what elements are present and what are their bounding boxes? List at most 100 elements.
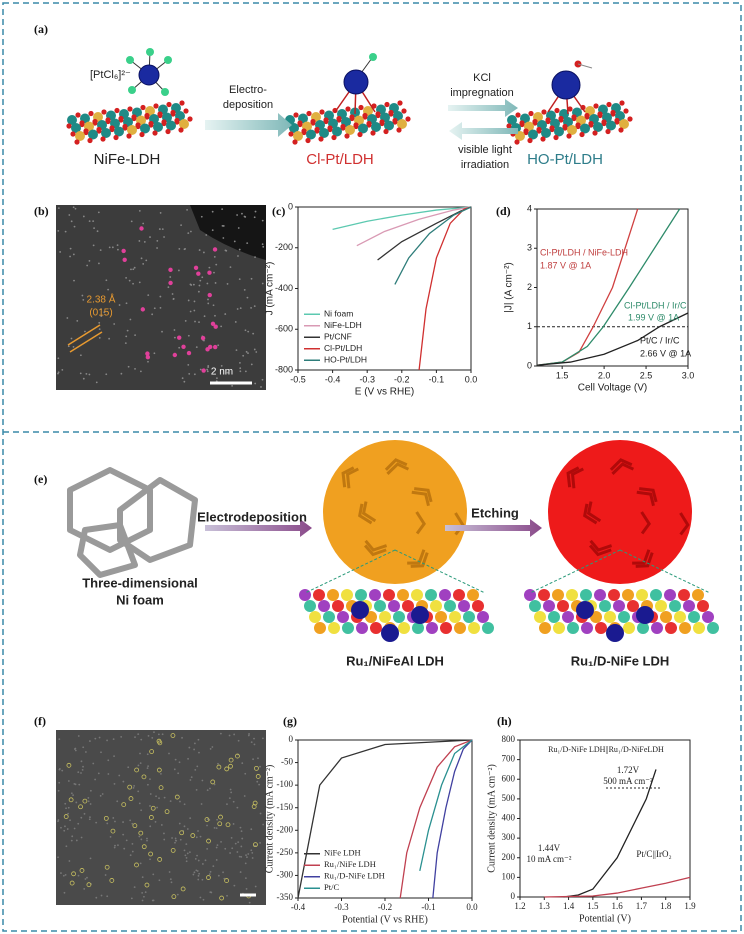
y-tick-label: 800 [502, 734, 516, 744]
ru-atom [636, 606, 654, 624]
lattice-dot [89, 816, 91, 818]
atom [70, 131, 76, 137]
lattice-dot [224, 313, 227, 315]
substrate-label: Ni foam [116, 592, 164, 607]
atom [597, 111, 603, 117]
x-tick-label: -0.3 [334, 902, 349, 912]
atom [553, 134, 559, 141]
lattice-dot [133, 785, 136, 787]
chart: -0.5 -0.4 -0.3 -0.2 -0.1 0.0 -800 -600 -400 -200 0… [265, 201, 478, 397]
lattice-atom [454, 622, 466, 634]
lattice-dot [92, 244, 95, 247]
pt-dot [168, 267, 173, 273]
lattice-dot [71, 835, 74, 838]
lattice-atom [327, 589, 339, 601]
lattice-dot [230, 836, 233, 839]
lattice-dot [220, 325, 223, 328]
lattice-dot [233, 240, 236, 243]
lattice-dot [178, 247, 181, 250]
atom [114, 107, 120, 114]
precursor-label: [PtCl₆]²⁻ [90, 69, 131, 81]
atom [127, 125, 137, 135]
atom [358, 123, 368, 134]
lattice-dot [213, 255, 216, 258]
legend-label: NiFe LDH [324, 848, 361, 858]
lattice-dot [61, 369, 64, 371]
y-tick-label: 300 [502, 832, 516, 842]
foam [548, 440, 692, 584]
atom [288, 131, 294, 137]
micrograph [56, 730, 266, 905]
lattice-dot [69, 255, 71, 258]
lattice-dot [82, 215, 85, 218]
ru-dot [150, 805, 156, 811]
lattice-dot [57, 372, 59, 375]
lattice-dot [247, 352, 249, 355]
lattice-dot [72, 206, 75, 209]
foam-strut [345, 467, 359, 489]
lattice-dot [179, 800, 181, 803]
lattice-dot [113, 755, 115, 758]
series-line [419, 739, 473, 872]
lattice-dot [59, 251, 62, 253]
lattice-dot [261, 282, 264, 285]
lattice-dot [72, 794, 74, 797]
lattice-dot [177, 772, 180, 775]
lattice-dot [201, 276, 204, 279]
y-axis-label: J (mA cm⁻²) [265, 262, 276, 316]
lattice-dot [206, 824, 208, 827]
lattice-dot [83, 888, 86, 890]
ru-dot [224, 878, 230, 883]
ru-dot [148, 851, 154, 857]
atom [135, 122, 141, 128]
lattice-atom [472, 600, 484, 612]
foam-strut [411, 490, 430, 507]
ru-dot [110, 828, 116, 834]
lattice-dot [77, 874, 80, 877]
x-tick-label: 1.5 [556, 370, 569, 380]
foam-cell [67, 467, 153, 553]
lattice-dot [215, 263, 218, 266]
lattice-dot [237, 739, 240, 742]
lattice-dot [80, 836, 83, 839]
ru-dot [164, 809, 170, 815]
atom [379, 119, 385, 125]
atom [527, 137, 533, 144]
ru-dot [127, 784, 133, 790]
panel-label: (d) [496, 204, 511, 218]
micrograph-labels: 2.38 Å (015) 2 nm [87, 293, 234, 378]
atom [83, 128, 89, 134]
lattice-dot [98, 328, 101, 331]
foam-strut [386, 462, 410, 475]
atom [140, 123, 150, 134]
lattice-dot [109, 836, 112, 838]
lattice-atom [707, 622, 719, 634]
lattice-dot [206, 370, 209, 373]
lattice-dot [122, 833, 125, 836]
step-label: Etching [471, 505, 519, 520]
ru-atom [411, 606, 429, 624]
lattice-dot [141, 899, 144, 902]
lattice-dot [234, 842, 237, 845]
lattice-dot [167, 286, 170, 289]
scale-label: 2 nm [211, 367, 233, 378]
lattice-dot [101, 793, 104, 795]
lattice-dot [97, 211, 100, 214]
lattice-dot [149, 793, 152, 795]
ru-dot [251, 804, 257, 809]
lattice-dot [147, 783, 149, 786]
product-label: Ru₁/D-NiFe LDH [571, 653, 670, 668]
lattice-dot [254, 210, 257, 213]
atom [601, 119, 607, 125]
lattice-dot [153, 307, 156, 310]
lattice-dot [170, 881, 173, 884]
atom [327, 125, 333, 131]
lattice-dot [156, 247, 158, 249]
lattice-dot [251, 851, 254, 854]
lattice-dot [73, 827, 76, 830]
lattice-dot [174, 837, 177, 840]
lattice-dot [130, 220, 133, 223]
atom [541, 109, 547, 115]
lattice-dot [137, 764, 140, 767]
atom [541, 128, 551, 138]
